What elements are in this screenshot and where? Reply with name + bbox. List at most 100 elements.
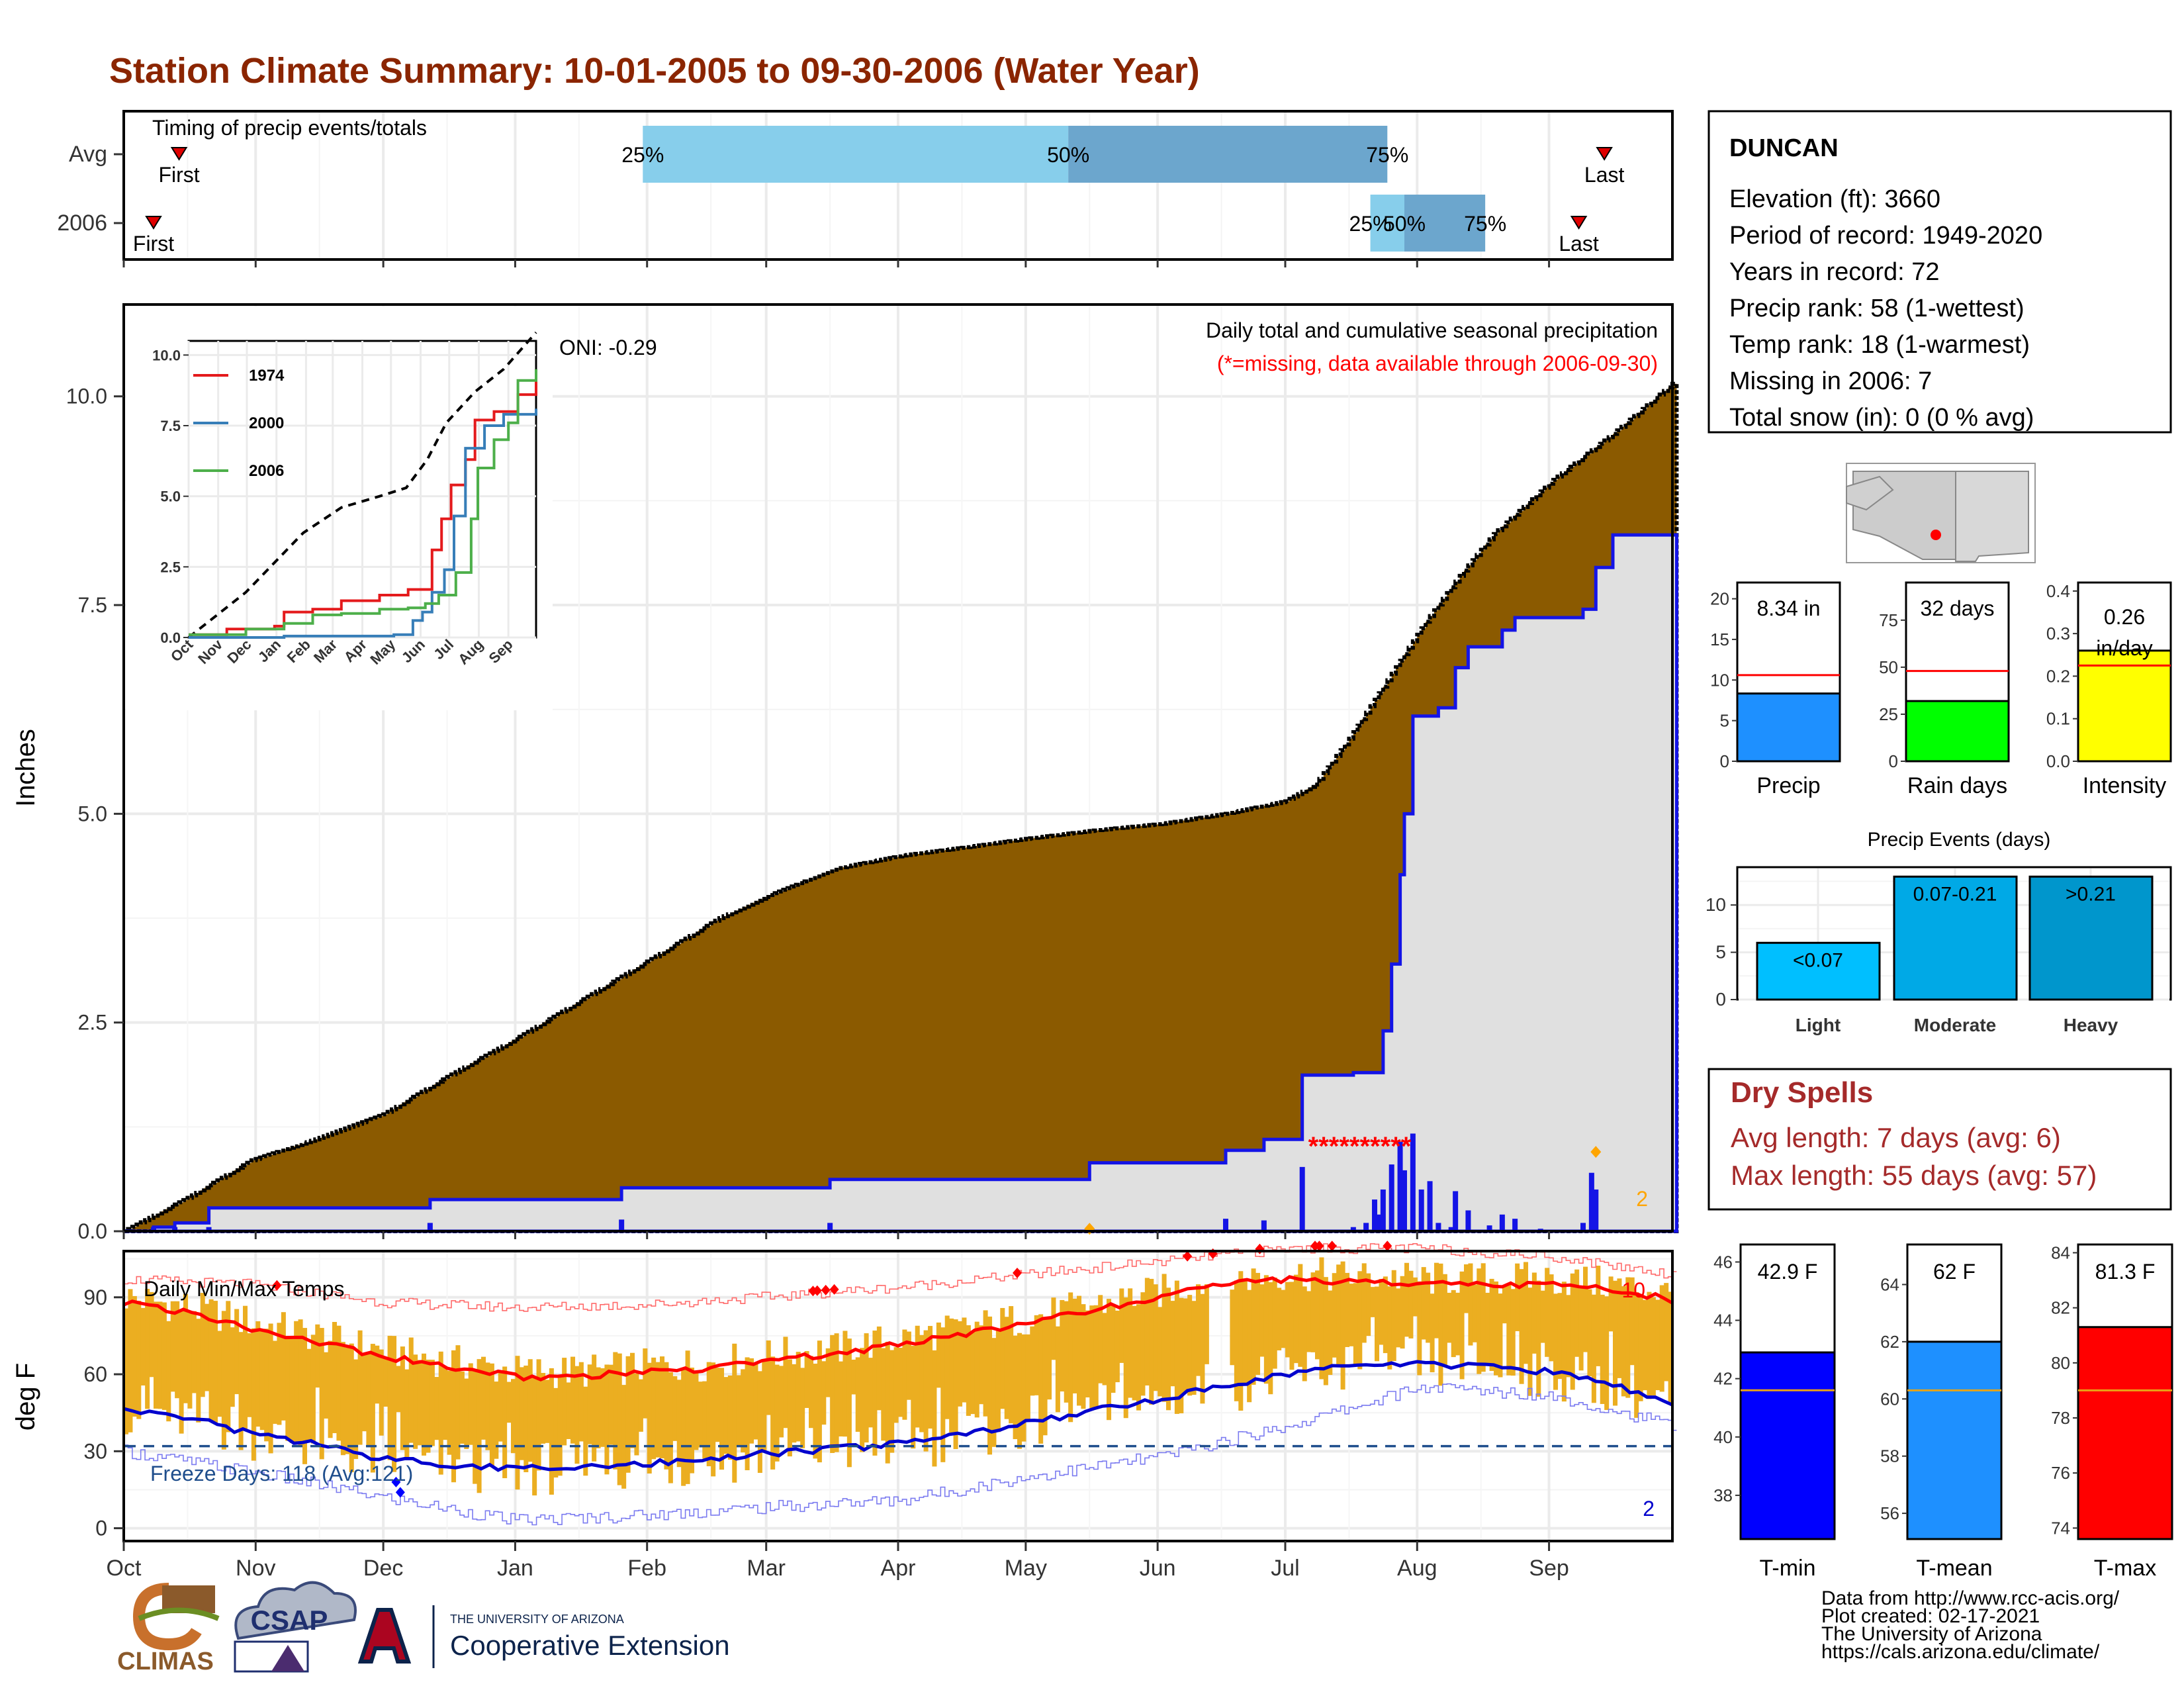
month-label: Mar: [747, 1556, 786, 1581]
daily-temp-bar: [140, 1307, 146, 1385]
daily-temp-bar: [655, 1362, 660, 1458]
daily-precip-bar: [172, 1227, 178, 1231]
daily-temp-bar: [1629, 1277, 1635, 1366]
daily-temp-bar: [1038, 1314, 1044, 1444]
daily-temp-bar: [676, 1380, 682, 1468]
daily-temp-bar: [1506, 1283, 1512, 1376]
daily-temp-bar: [289, 1338, 295, 1443]
daily-temp-bar: [625, 1356, 631, 1473]
record-max-count: 10: [1621, 1278, 1645, 1302]
daily-temp-bar: [944, 1315, 950, 1419]
daily-temp-bar: [247, 1333, 252, 1417]
quartile-label-50: 50%: [1047, 143, 1089, 167]
daily-temp-bar: [1412, 1277, 1418, 1317]
daily-temp-bar: [332, 1322, 338, 1433]
month-label: Jun: [1140, 1556, 1176, 1581]
daily-temp-bar: [1527, 1288, 1533, 1396]
daily-temp-bar: [200, 1293, 205, 1397]
daily-temp-bar: [1600, 1294, 1605, 1404]
daily-temp-bar: [685, 1350, 690, 1484]
freeze-days: Freeze Days: 118 (Avg:121): [150, 1462, 413, 1485]
daily-temp-bar: [128, 1289, 133, 1432]
precip-event-xlabel: Moderate: [1914, 1015, 1996, 1035]
daily-temp-bar: [732, 1343, 737, 1483]
mini-bar-xlabel: Rain days: [1907, 773, 2007, 798]
daily-temp-bar: [574, 1366, 580, 1464]
daily-precip-bar: [619, 1219, 625, 1231]
station-location-dot: [1931, 530, 1941, 540]
daily-temp-bar: [608, 1364, 614, 1445]
daily-temp-bar: [154, 1301, 159, 1409]
mini-bar-ytick-label: 20: [1710, 589, 1729, 609]
daily-temp-bar: [1200, 1293, 1205, 1404]
mini-bar-ytick-label: 0.1: [2046, 709, 2070, 729]
daily-temp-bar: [702, 1381, 707, 1459]
daily-temp-bar: [234, 1309, 240, 1395]
daily-temp-bar: [1021, 1334, 1026, 1442]
record-max-line: [124, 1243, 1677, 1312]
daily-temp-bar: [1587, 1289, 1592, 1377]
precip-panel: 0.0 2.5 5.0 7.5 10.0 Inches ONI: -0.29 Daily…: [11, 303, 1679, 1243]
daily-temp-bar: [727, 1375, 733, 1460]
quartile-label-25: 25%: [1349, 212, 1392, 236]
daily-precip-bar: [1388, 1164, 1394, 1231]
daily-temp-bar: [983, 1310, 988, 1417]
precip-event-xlabel: Heavy: [2064, 1015, 2118, 1035]
temperature-summary-bars: 42.9 F 38 40 42 44 46 T-min 62 F 56 58 60 62 64 T-mea…: [1713, 1243, 2173, 1581]
footer-credits: Data from http://www.rcc-acis.org/ Plot …: [1821, 1587, 2120, 1663]
daily-temp-bar: [1370, 1287, 1375, 1317]
mini-bar-chart-precip: 8.34 in 0 5 10 15 20 Precip: [1710, 581, 1841, 798]
daily-temp-bar: [324, 1352, 329, 1419]
daily-temp-bar: [545, 1380, 550, 1443]
climas-label: CLIMAS: [117, 1648, 214, 1675]
oni-value: ONI: -0.29: [559, 336, 657, 359]
daily-temp-bar: [911, 1346, 916, 1449]
last-event-label: Last: [1559, 232, 1599, 256]
daily-temp-bar: [919, 1335, 925, 1432]
cumulative-2006-area: [124, 533, 1678, 1233]
daily-temp-bar: [481, 1356, 486, 1440]
daily-temp-bar: [906, 1331, 911, 1400]
dry-spells-max: Max length: 55 days (avg: 57): [1731, 1160, 2097, 1191]
daily-temp-bar: [651, 1357, 657, 1460]
daily-temp-bar: [1323, 1277, 1328, 1385]
daily-temp-bar: [1613, 1280, 1618, 1406]
daily-temp-bar: [1519, 1269, 1524, 1384]
daily-temp-bar: [1477, 1268, 1482, 1374]
precip-event-bar-light: [1756, 941, 1881, 1001]
precip-ytick-label: 7.5: [78, 593, 107, 617]
record-high-marker: [829, 1284, 839, 1295]
events-ytick-label: 5: [1715, 942, 1726, 962]
daily-temp-bar: [511, 1379, 516, 1454]
daily-temp-bar: [315, 1324, 320, 1388]
daily-temp-bar: [1170, 1301, 1175, 1387]
daily-temp-bar: [1107, 1299, 1112, 1421]
footer-data-source: Data from http://www.rcc-acis.org/: [1821, 1587, 2120, 1609]
daily-temp-bar: [643, 1348, 648, 1419]
station-precip-rank: Precip rank: 58 (1-wettest): [1729, 295, 2025, 322]
temp-panel-label: Daily Min/Max Temps: [144, 1277, 344, 1301]
daily-temp-bar: [587, 1364, 592, 1444]
daily-temp-bar: [557, 1376, 563, 1476]
daily-temp-bar: [302, 1328, 308, 1464]
daily-temp-bar: [949, 1318, 954, 1432]
daily-temp-bar: [1438, 1263, 1443, 1386]
daily-temp-bar: [723, 1377, 729, 1454]
first-event-marker: [145, 216, 162, 230]
daily-temp-bar: [809, 1356, 814, 1429]
daily-precip-bar: [1376, 1214, 1382, 1231]
daily-temp-bar: [1234, 1280, 1239, 1401]
station-missing: Missing in 2006: 7: [1729, 367, 1932, 395]
daily-precip-bar: [1465, 1210, 1471, 1231]
daily-temp-bar: [898, 1347, 903, 1417]
mini-bar-value: 8.34 in: [1756, 596, 1820, 620]
daily-temp-bar: [1472, 1284, 1477, 1342]
daily-precip-bar: [1588, 1172, 1594, 1231]
daily-temp-bar: [1183, 1298, 1188, 1393]
daily-temp-bar: [779, 1366, 784, 1438]
daily-temp-bar: [255, 1321, 261, 1427]
daily-temp-bar: [634, 1373, 639, 1456]
daily-temp-bar: [191, 1311, 197, 1393]
temp-summary-t-min: 42.9 F 38 40 42 44 46 T-min: [1713, 1243, 1836, 1581]
